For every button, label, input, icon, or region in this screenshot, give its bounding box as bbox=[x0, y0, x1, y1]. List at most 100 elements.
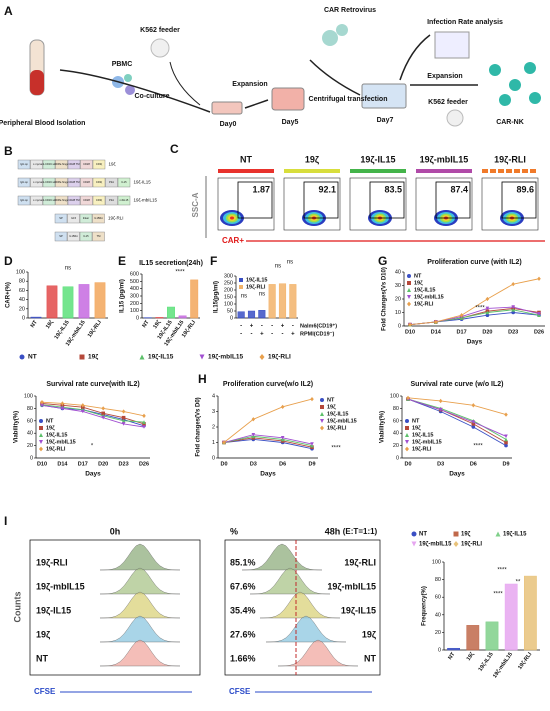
histogram-title: 48h bbox=[325, 526, 341, 536]
construct-segment bbox=[42, 159, 56, 170]
point bbox=[408, 322, 412, 327]
x-tick-label: NT bbox=[142, 319, 151, 329]
x-axis-label: CFSE bbox=[229, 687, 251, 696]
bar bbox=[30, 316, 42, 319]
flow-x-axis: CAR+ bbox=[222, 236, 244, 245]
legend-label: 19ζ-IL15 bbox=[412, 432, 434, 438]
legend-label: 19ζ-RLI bbox=[461, 542, 482, 548]
legend-label: 19ζ-RLI bbox=[327, 425, 347, 431]
arrow bbox=[59, 69, 211, 113]
feeder-cell bbox=[150, 38, 170, 58]
arrow bbox=[244, 99, 269, 109]
y-tick-label: 0 bbox=[30, 455, 33, 461]
workflow-label: CAR Retrovirus bbox=[324, 7, 376, 14]
blood bbox=[30, 70, 44, 95]
y-axis-label: Fold Changes(Vs D10) bbox=[382, 267, 388, 331]
row-label: NT bbox=[364, 653, 376, 663]
point bbox=[438, 407, 443, 412]
y-axis-label: CAR+(%) bbox=[6, 282, 12, 308]
x-tick-label: NT bbox=[447, 651, 456, 661]
car-nk-cell bbox=[529, 92, 541, 104]
construct-segment bbox=[54, 231, 68, 242]
bar bbox=[190, 279, 199, 319]
construct-segment-label: IL15 bbox=[121, 180, 127, 184]
annotation: ns bbox=[65, 266, 71, 272]
condition-sign: - bbox=[271, 324, 273, 330]
workflow-label: Day0 bbox=[220, 121, 237, 128]
point bbox=[504, 437, 508, 442]
point bbox=[438, 398, 443, 404]
row-label: 19ζ bbox=[36, 629, 50, 639]
arrow bbox=[309, 59, 361, 96]
y-tick-label: 30 bbox=[395, 283, 401, 289]
x-axis-label: Days bbox=[467, 339, 483, 346]
legend-label: 19ζ-IL15 bbox=[246, 277, 268, 283]
point bbox=[471, 420, 476, 424]
x-tick-label: D14 bbox=[431, 329, 442, 335]
chart-title: Proliferation curve(w/o IL2) bbox=[223, 381, 313, 388]
condition-sign: - bbox=[282, 332, 284, 338]
point bbox=[81, 403, 85, 408]
point bbox=[504, 443, 508, 448]
construct-segment-label: SP bbox=[59, 234, 63, 238]
construct-segment-label: c-myc bbox=[33, 199, 41, 202]
line bbox=[41, 401, 145, 417]
virus bbox=[336, 24, 348, 36]
panel-label: B bbox=[4, 144, 13, 158]
percent-label: 67.6% bbox=[230, 581, 256, 591]
point bbox=[121, 419, 126, 423]
construct-segment bbox=[30, 195, 43, 206]
construct-segment bbox=[42, 177, 56, 188]
condition-label: Nalm6(CD19⁺) bbox=[300, 322, 337, 329]
bar bbox=[178, 315, 187, 319]
gate-value: 87.4 bbox=[450, 184, 468, 194]
workflow-label: Co-culture bbox=[135, 93, 170, 100]
y-tick-label: 150 bbox=[224, 294, 233, 300]
y-axis-label: Fold changes(Vs D0) bbox=[196, 397, 202, 456]
annotation: ** bbox=[516, 580, 521, 586]
bar bbox=[46, 285, 58, 319]
bar bbox=[524, 575, 537, 651]
point bbox=[142, 425, 146, 429]
panel-label: E bbox=[118, 254, 126, 268]
point bbox=[511, 281, 515, 287]
legend-marker bbox=[407, 295, 411, 299]
line bbox=[223, 437, 313, 448]
line bbox=[41, 404, 145, 428]
percent-label: 27.6% bbox=[230, 629, 256, 639]
legend-label: 19ζ-mbIL15 bbox=[419, 542, 452, 548]
point bbox=[485, 296, 490, 302]
y-tick-label: 1 bbox=[212, 440, 215, 446]
legend-label: NT bbox=[412, 418, 420, 424]
y-tick-label: 0 bbox=[396, 455, 399, 461]
construct-segment bbox=[105, 195, 118, 206]
x-tick-label: D9 bbox=[308, 461, 315, 467]
condition-sign: + bbox=[291, 332, 295, 338]
histogram bbox=[249, 567, 331, 595]
annotation: **** bbox=[331, 446, 341, 452]
annotation: **** bbox=[475, 306, 485, 312]
y-axis-label: IL15 (pg/ml) bbox=[120, 279, 126, 313]
point bbox=[121, 422, 126, 426]
percent-label: 35.4% bbox=[230, 605, 256, 615]
legend-marker bbox=[407, 301, 411, 307]
cell bbox=[124, 74, 132, 82]
construct-segment bbox=[92, 195, 106, 206]
point bbox=[121, 409, 126, 414]
point bbox=[280, 404, 285, 410]
point bbox=[101, 406, 105, 411]
construct-segment-label: CD8a hinge bbox=[55, 180, 69, 184]
construct-segment bbox=[55, 159, 68, 170]
legend-label: 19ζ-IL15 bbox=[503, 532, 527, 538]
line bbox=[41, 402, 145, 425]
x-tick-label: 19ζ-mbIL15 bbox=[492, 652, 514, 680]
panel-label: A bbox=[4, 4, 13, 18]
construct-segment bbox=[79, 231, 93, 242]
y-tick-label: 50 bbox=[227, 308, 233, 314]
point bbox=[471, 422, 476, 426]
condition-sign: - bbox=[240, 324, 242, 330]
point bbox=[40, 403, 44, 408]
y-tick-label: 3 bbox=[212, 409, 215, 415]
construct-segment-label: CD28 TM bbox=[68, 198, 79, 202]
point bbox=[434, 319, 438, 325]
